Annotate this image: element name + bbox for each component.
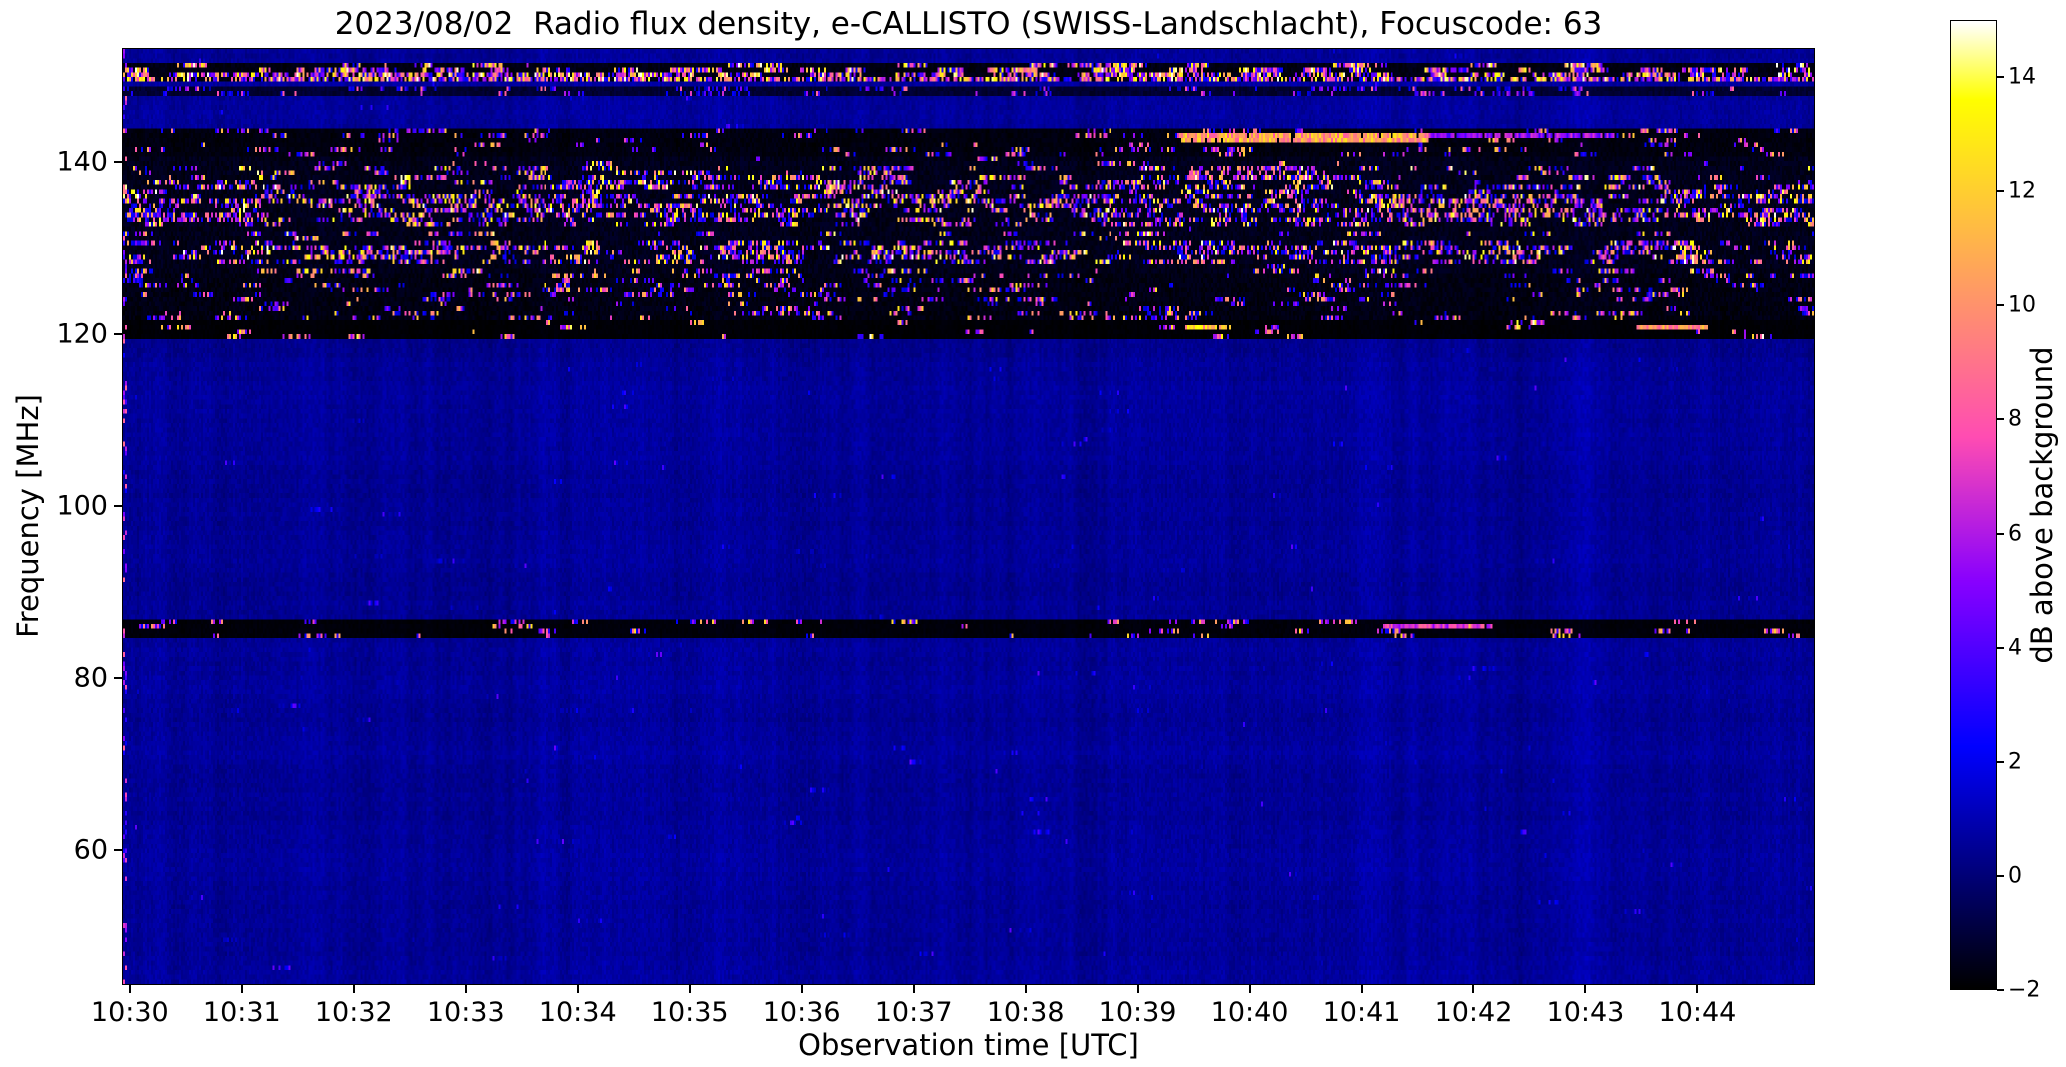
colorbar-tick-label: 4: [2008, 635, 2022, 661]
y-tick-mark: [114, 504, 122, 507]
y-tick-mark: [114, 160, 122, 163]
colorbar-tick-label: 8: [2008, 406, 2022, 432]
x-tick-mark: [1024, 985, 1027, 993]
colorbar-tick-label: 12: [2008, 178, 2036, 204]
x-tick-label: 10:40: [1210, 997, 1289, 1028]
x-tick-mark: [1360, 985, 1363, 993]
y-tick-mark: [114, 848, 122, 851]
x-tick-mark: [576, 985, 579, 993]
x-tick-label: 10:32: [314, 997, 393, 1028]
x-tick-mark: [240, 985, 243, 993]
x-tick-mark: [1584, 985, 1587, 993]
x-tick-mark: [352, 985, 355, 993]
x-tick-mark: [688, 985, 691, 993]
x-tick-label: 10:36: [762, 997, 841, 1028]
x-tick-label: 10:30: [90, 997, 169, 1028]
y-tick-mark: [114, 676, 122, 679]
x-tick-label: 10:33: [426, 997, 505, 1028]
colorbar-tick-mark: [1997, 646, 2004, 649]
y-tick-mark: [114, 332, 122, 335]
y-tick-label: 140: [56, 146, 108, 178]
x-tick-label: 10:39: [1098, 997, 1177, 1028]
colorbar-tick-label: −2: [2008, 977, 2041, 1003]
x-axis-label: Observation time [UTC]: [798, 1028, 1139, 1062]
x-tick-label: 10:35: [650, 997, 729, 1028]
colorbar-tick-mark: [1997, 418, 2004, 421]
x-tick-mark: [1136, 985, 1139, 993]
spectrogram-canvas: [123, 49, 1814, 984]
x-tick-mark: [1472, 985, 1475, 993]
colorbar-label: dB above background: [2025, 346, 2059, 664]
colorbar-tick-label: 10: [2008, 292, 2036, 318]
colorbar-tick-mark: [1997, 76, 2004, 79]
colorbar-tick-mark: [1997, 989, 2004, 991]
x-tick-mark: [912, 985, 915, 993]
x-tick-mark: [464, 985, 467, 993]
y-tick-label: 80: [73, 662, 108, 694]
colorbar-tick-label: 0: [2008, 863, 2022, 889]
colorbar-tick-mark: [1997, 190, 2004, 193]
x-tick-mark: [1696, 985, 1699, 993]
colorbar-canvas: [1951, 21, 1996, 989]
y-tick-label: 100: [56, 490, 108, 522]
colorbar-tick-label: 6: [2008, 521, 2022, 547]
x-tick-label: 10:41: [1322, 997, 1401, 1028]
colorbar-tick-label: 14: [2008, 64, 2036, 90]
y-tick-label: 60: [73, 834, 108, 866]
x-tick-mark: [800, 985, 803, 993]
x-tick-label: 10:42: [1434, 997, 1513, 1028]
x-tick-label: 10:44: [1658, 997, 1737, 1028]
chart-title: 2023/08/02 Radio flux density, e-CALLIST…: [334, 6, 1603, 42]
colorbar-tick-label: 2: [2008, 749, 2022, 775]
y-axis-label: Frequency [MHz]: [11, 394, 45, 638]
y-tick-label: 120: [56, 318, 108, 350]
x-tick-label: 10:38: [986, 997, 1065, 1028]
x-tick-label: 10:43: [1546, 997, 1625, 1028]
x-tick-mark: [1248, 985, 1251, 993]
x-tick-label: 10:37: [874, 997, 953, 1028]
colorbar-tick-mark: [1997, 874, 2004, 877]
plot-area: [122, 48, 1815, 985]
x-tick-label: 10:34: [538, 997, 617, 1028]
colorbar: [1950, 20, 1997, 990]
x-tick-label: 10:31: [202, 997, 281, 1028]
colorbar-tick-mark: [1997, 532, 2004, 535]
x-tick-mark: [128, 985, 131, 993]
colorbar-tick-mark: [1997, 760, 2004, 763]
colorbar-tick-mark: [1997, 304, 2004, 307]
